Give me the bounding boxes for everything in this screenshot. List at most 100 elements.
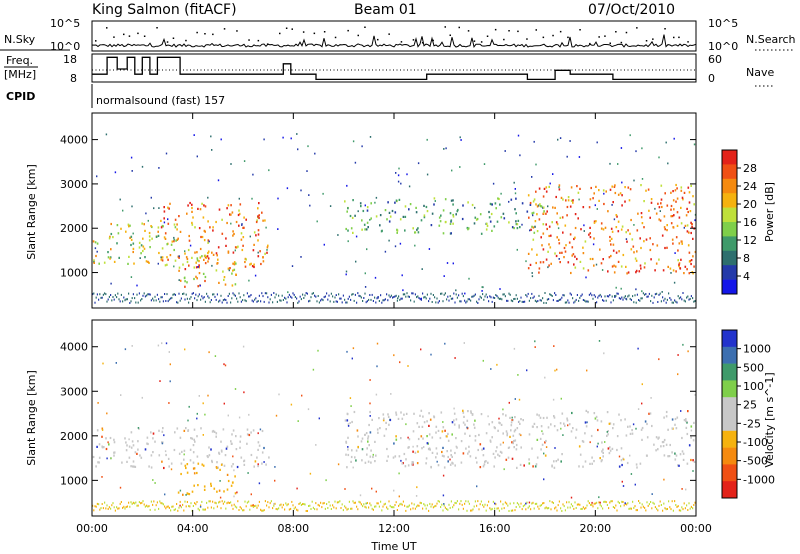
power-colorbar: 28 24 20 16 12 8 4 <box>721 149 757 295</box>
colorbar-tick-label: 28 <box>743 162 757 175</box>
noise-search-dot <box>579 29 581 31</box>
noise-search-dot <box>615 31 617 33</box>
nsky-tick-high: 10^5 <box>50 17 80 30</box>
x-tick-label: 00:00 <box>76 522 108 535</box>
y-tick-label: 2000 <box>60 222 88 235</box>
noise-search-dot <box>449 34 451 36</box>
noise-search-dot <box>291 28 293 30</box>
colorbar-tick-label: -100 <box>743 436 768 449</box>
y-tick-label: 3000 <box>60 385 88 398</box>
noise-search-dot <box>364 26 366 28</box>
noise-search-dot <box>432 39 434 42</box>
freq-tick-low: 8 <box>70 72 77 85</box>
freq-strip-frame <box>91 53 697 83</box>
station-title: King Salmon (fitACF) <box>92 2 237 18</box>
noise-search-dot <box>156 27 158 29</box>
y-tick-label: 3000 <box>60 178 88 191</box>
colorbar-swatch <box>722 150 737 165</box>
colorbar-swatch <box>722 430 737 448</box>
x-tick-label: 12:00 <box>378 522 410 535</box>
noise-search-dot <box>266 43 269 45</box>
noise-search-dot <box>412 39 415 41</box>
colorbar-tick-label: 25 <box>743 399 757 412</box>
noise-search-dot <box>357 34 359 37</box>
x-tick-label: 20:00 <box>579 522 611 535</box>
colorbar-swatch <box>722 447 737 465</box>
noise-search-dot <box>503 38 505 41</box>
colorbar-swatch <box>722 464 737 482</box>
colorbar-swatch <box>722 414 737 432</box>
noise-search-dot <box>212 33 214 36</box>
noise-search-dot <box>467 30 470 32</box>
noise-search-dot <box>196 31 198 34</box>
noise-search-dot <box>285 27 288 29</box>
nsearch-tick-low: 10^0 <box>708 40 738 53</box>
power-colorbar-label: Power [dB] <box>763 182 776 242</box>
noise-search-dot <box>687 41 689 43</box>
colorbar-frame <box>721 329 738 499</box>
colorbar-tick-label: 8 <box>743 252 750 265</box>
nsearch-label: N.Search <box>746 33 796 46</box>
x-tick-label: 08:00 <box>277 522 309 535</box>
colorbar-tick-label: 4 <box>743 270 750 283</box>
frequency-trace <box>92 56 696 81</box>
colorbar-tick-label: 24 <box>743 180 757 193</box>
noise-search-dot <box>377 38 379 41</box>
colorbar-swatch <box>722 236 737 252</box>
noise-search-dot <box>204 33 206 35</box>
power-ylabel: Slant Range [km] <box>25 164 38 260</box>
noise-search-dot <box>143 35 146 37</box>
noise-search-dot <box>552 34 554 37</box>
noise-sky-line <box>91 34 697 48</box>
colorbar-tick-label: 16 <box>743 216 757 229</box>
colorbar-swatch <box>722 222 737 237</box>
y-tick-label: 1000 <box>60 267 88 280</box>
noise-search-dot <box>123 33 125 36</box>
noise-search-dot <box>673 36 675 39</box>
nave-label: Nave <box>746 66 774 79</box>
noise-search-dot <box>334 36 337 39</box>
y-tick-label: 4000 <box>60 341 88 354</box>
colorbar-swatch <box>722 164 737 180</box>
nsky-label: N.Sky <box>4 33 36 46</box>
data-cells <box>92 340 696 512</box>
noise-search-dot <box>279 32 281 35</box>
colorbar-swatch <box>722 207 737 223</box>
colorbar-swatch <box>722 397 737 415</box>
noise-search-dot <box>486 35 489 37</box>
noise-search-dot <box>604 35 606 37</box>
y-tick-label: 4000 <box>60 134 88 147</box>
noise-search-dot <box>645 40 648 42</box>
noise-search-dot <box>172 37 175 39</box>
noise-search-dot <box>589 42 591 45</box>
noise-search-dot <box>598 36 600 38</box>
velocity-ylabel: Slant Range [km] <box>25 370 38 466</box>
x-tick-label: 00:00 <box>680 522 712 535</box>
noise-search-dot <box>620 41 623 44</box>
colorbar-tick-label: 1000 <box>743 343 771 356</box>
noise-search-dot <box>106 27 108 29</box>
noise-search-dot <box>400 41 403 43</box>
noise-search-dot <box>313 32 316 35</box>
noise-search-dot <box>609 42 611 44</box>
noise-search-dot <box>137 32 139 35</box>
colorbar-swatch <box>722 481 737 499</box>
noise-search-dot <box>559 30 562 33</box>
colorbar-swatch <box>722 250 737 266</box>
nave-tick-high: 60 <box>708 53 722 66</box>
noise-search-dot <box>388 33 390 35</box>
velocity-panel: 1000 2000 3000 4000 00:00 04:00 08:00 12:00 16:0… <box>60 319 712 535</box>
velocity-colorbar-label: Velocity [m s^-1] <box>763 372 776 467</box>
data-cells <box>92 133 696 304</box>
noise-search-dot <box>508 30 510 32</box>
noise-search-dot <box>526 38 528 40</box>
cpid-text: normalsound (fast) 157 <box>96 94 225 107</box>
colorbar-tick-label: -1000 <box>743 473 775 486</box>
noise-search-dot <box>625 31 628 34</box>
noise-search-dot <box>95 40 97 42</box>
colorbar-tick-label: 12 <box>743 234 757 247</box>
noise-search-dot <box>421 42 424 44</box>
noise-strip-frame <box>91 20 697 52</box>
power-panel: 1000 2000 3000 4000 <box>60 112 697 309</box>
